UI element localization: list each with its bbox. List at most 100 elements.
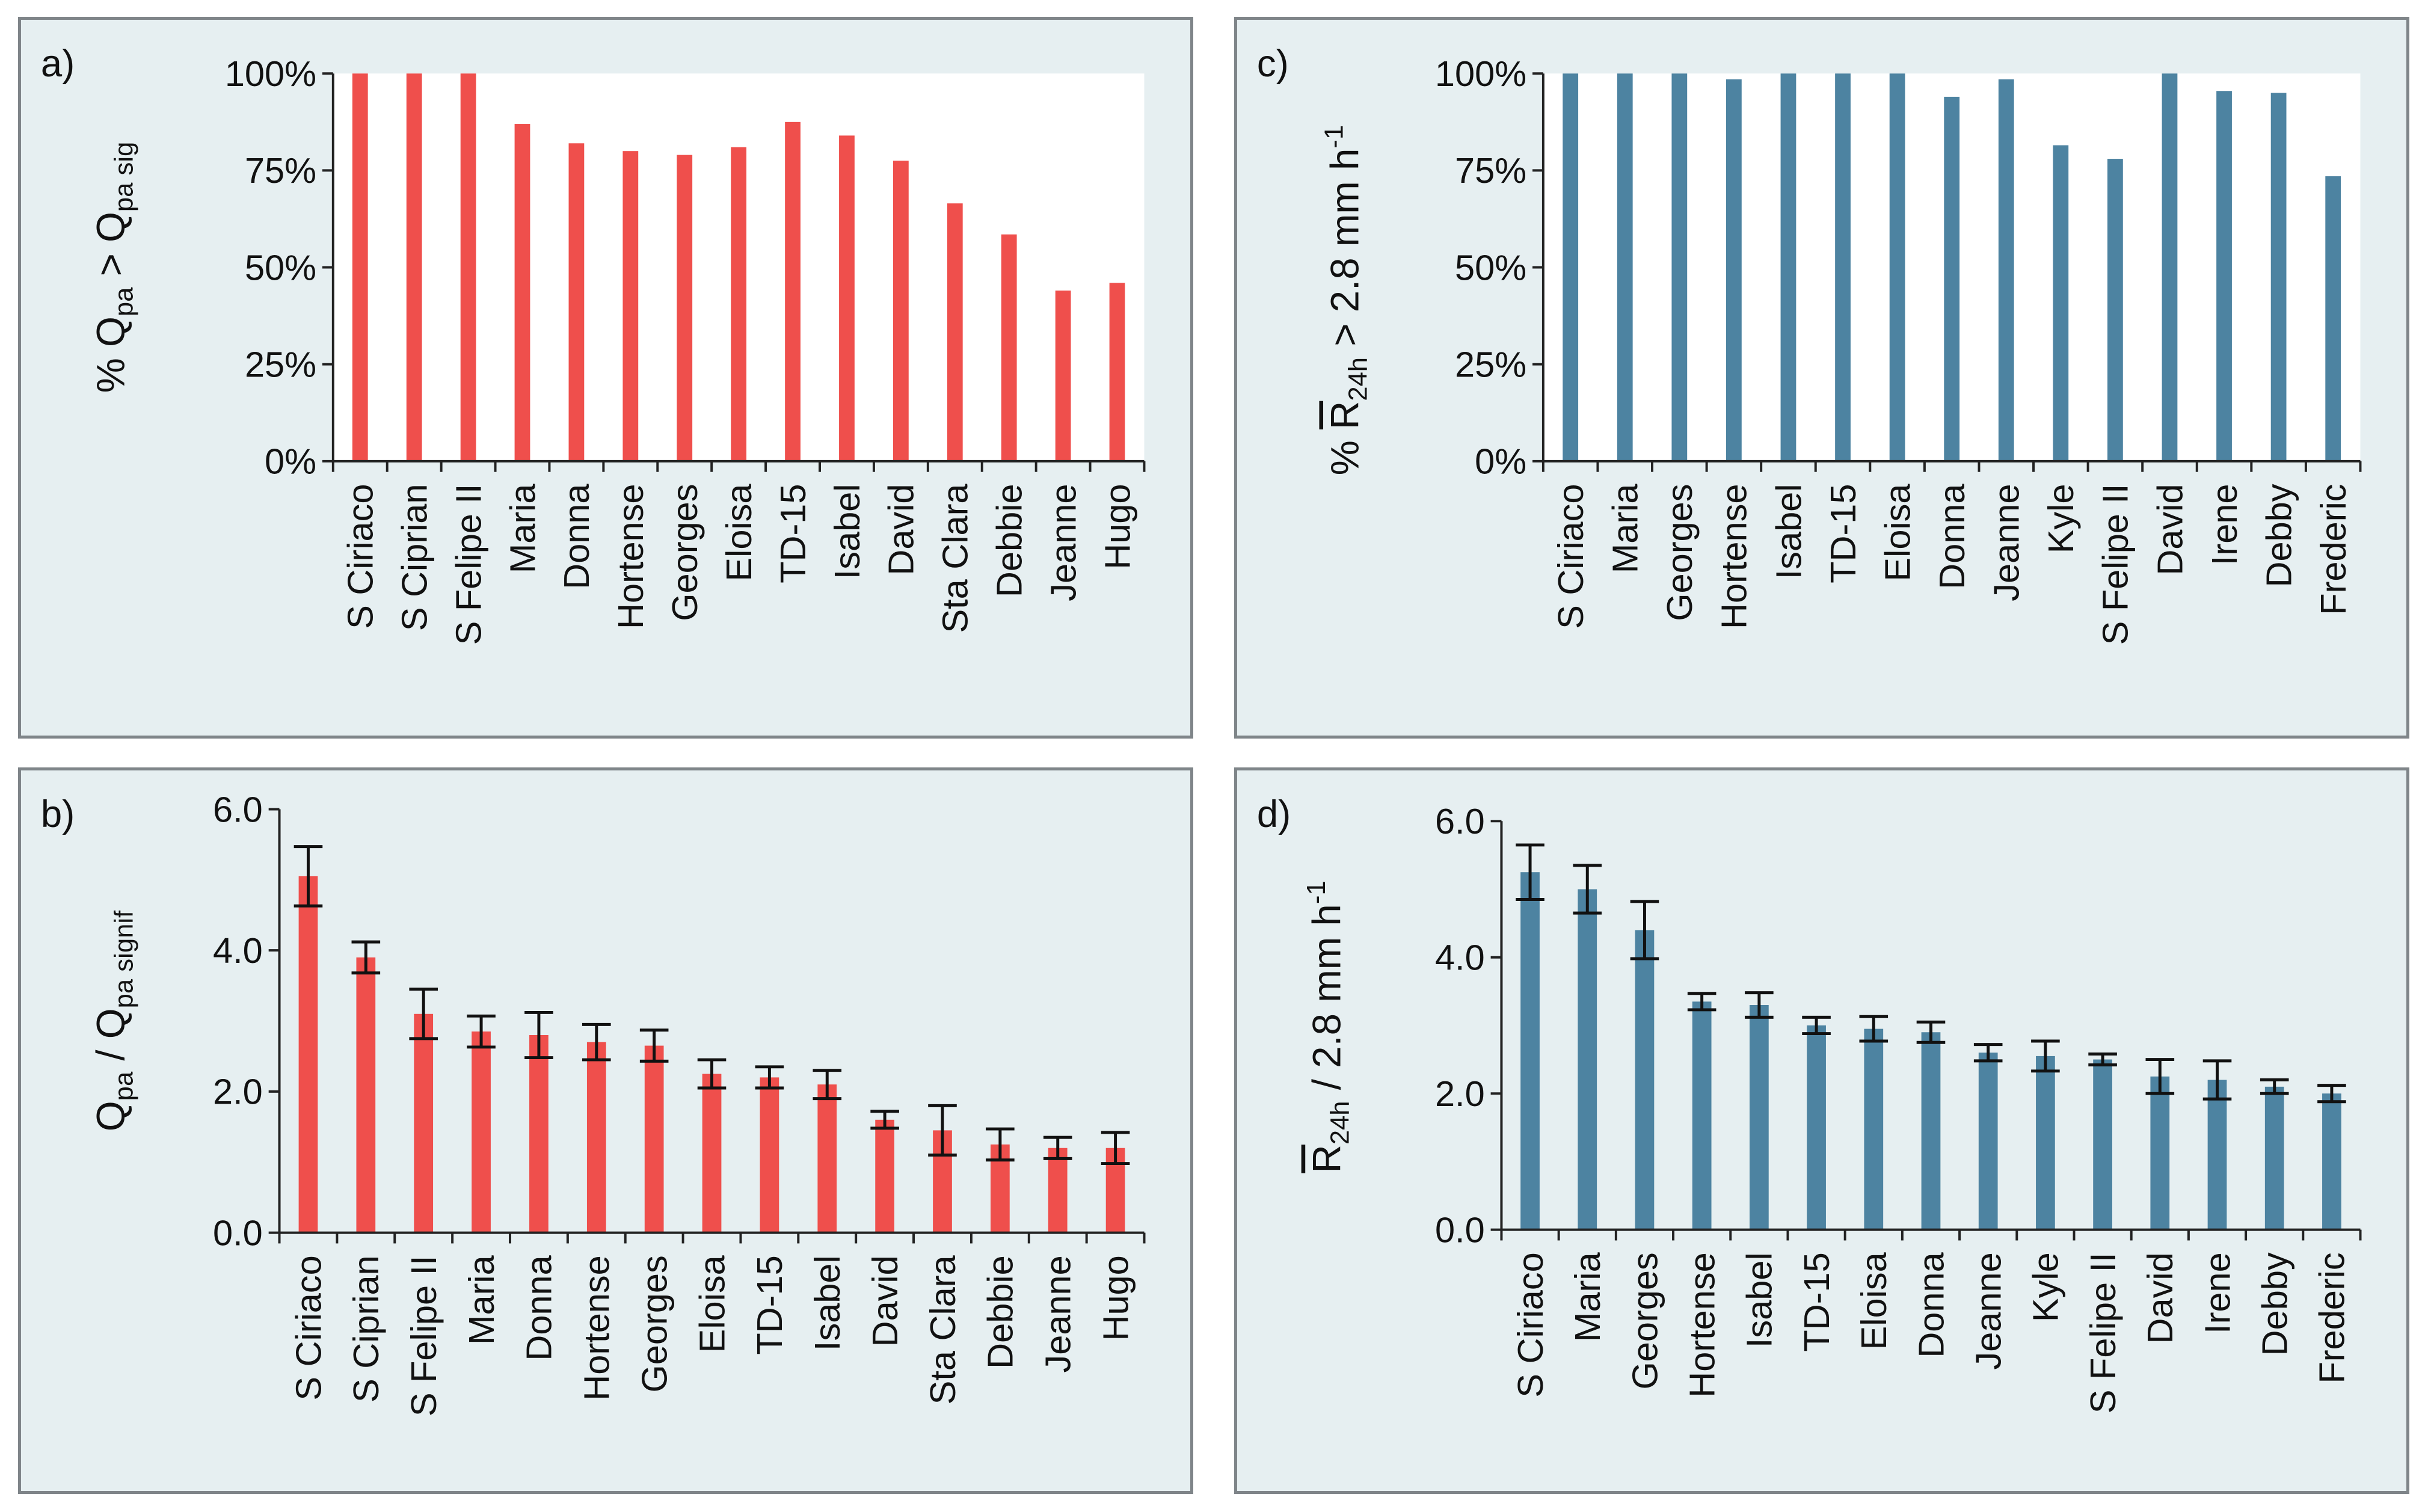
bar-a-3: [514, 124, 530, 461]
error-bar-d-5: [1802, 1015, 1831, 1036]
y-title-part-d-3: -1: [1302, 880, 1331, 904]
y-title-part-a-2: > Q: [89, 212, 133, 287]
category-label-d-3: Hortense: [1682, 1252, 1722, 1397]
bar-c-12: [2216, 91, 2232, 461]
category-label-d-8: Jeanne: [1969, 1252, 2009, 1369]
error-bar-b-11: [928, 1104, 957, 1157]
category-label-d-1: Maria: [1567, 1252, 1608, 1342]
bar-d-14: [2322, 1093, 2341, 1230]
category-label-d-10: S Felipe II: [2083, 1252, 2123, 1413]
y-tick-label-c-1: 25%: [1455, 345, 1526, 385]
y-tick-label-d-1: 2.0: [1435, 1074, 1485, 1114]
y-tick-label-c-4: 100%: [1435, 54, 1526, 94]
category-label-d-5: TD-15: [1796, 1252, 1837, 1351]
error-bar-b-2: [409, 988, 438, 1040]
bar-a-12: [1001, 234, 1017, 461]
error-bar-d-0: [1516, 843, 1544, 901]
category-label-b-14: Hugo: [1095, 1255, 1136, 1341]
y-tick-label-a-0: 0%: [265, 441, 316, 482]
bar-a-9: [839, 135, 855, 461]
category-label-d-9: Kyle: [2026, 1252, 2066, 1322]
y-axis-title-b: Qpa / Qpa signif: [89, 910, 139, 1131]
bar-d-3: [1692, 1001, 1712, 1230]
bar-c-7: [1944, 96, 1960, 461]
bar-b-7: [702, 1074, 722, 1233]
category-label-b-1: S Ciprian: [346, 1255, 386, 1403]
category-label-d-14: Frederic: [2312, 1252, 2352, 1383]
bar-c-4: [1780, 73, 1796, 461]
bar-d-2: [1635, 930, 1655, 1230]
bar-b-10: [875, 1119, 894, 1233]
y-title-part-c-2: 24h: [1344, 357, 1372, 401]
panel-d-r24h-ratio: d) 0.0 2.0 4.0 6.0 S Ciriaco Maria Georges Horte…: [1234, 767, 2409, 1494]
y-tick-label-b-0: 0.0: [213, 1212, 263, 1253]
y-title-part-b-2: / Q: [89, 1008, 133, 1071]
error-bar-d-3: [1687, 992, 1717, 1012]
y-title-part-b-0: Q: [89, 1101, 133, 1131]
category-label-c-8: Jeanne: [1987, 484, 2027, 601]
category-label-b-0: S Ciriaco: [288, 1255, 328, 1400]
error-bar-b-8: [755, 1065, 784, 1090]
category-label-c-9: Kyle: [2041, 484, 2081, 554]
category-label-d-12: Irene: [2197, 1252, 2237, 1334]
error-bar-d-1: [1573, 864, 1602, 915]
y-tick-label-a-2: 50%: [245, 247, 316, 287]
bar-c-11: [2162, 73, 2178, 461]
category-label-a-3: Maria: [502, 484, 542, 574]
error-bar-d-14: [2317, 1084, 2346, 1104]
bar-c-1: [1617, 73, 1633, 461]
category-label-c-7: Donna: [1932, 484, 1972, 589]
y-title-part-d-2: / 2.8 mm h: [1305, 904, 1349, 1101]
category-label-a-6: Georges: [665, 484, 705, 621]
bar-d-9: [2036, 1056, 2055, 1230]
category-label-a-11: Sta Clara: [935, 484, 976, 633]
y-tick-label-c-0: 0%: [1475, 441, 1526, 482]
y-tick-label-c-2: 50%: [1455, 247, 1526, 287]
category-label-a-4: Donna: [556, 484, 597, 589]
y-tick-label-b-2: 4.0: [213, 930, 263, 971]
category-label-b-12: Debbie: [980, 1255, 1021, 1369]
bar-b-9: [817, 1084, 837, 1233]
category-label-c-5: TD-15: [1823, 484, 1863, 583]
error-bar-b-10: [870, 1110, 899, 1130]
category-label-c-0: S Ciriaco: [1551, 484, 1591, 629]
bar-d-13: [2264, 1086, 2284, 1230]
category-label-b-4: Donna: [519, 1255, 559, 1360]
category-label-d-4: Isabel: [1739, 1252, 1780, 1348]
y-title-part-d-1: 24h: [1326, 1101, 1355, 1145]
bar-a-5: [622, 151, 639, 461]
bar-b-0: [298, 876, 318, 1233]
category-label-c-10: S Felipe II: [2095, 484, 2136, 645]
y-tick-label-d-3: 6.0: [1435, 801, 1485, 841]
bar-b-13: [1048, 1148, 1068, 1233]
category-label-a-12: Debbie: [989, 484, 1030, 598]
bar-c-5: [1835, 73, 1851, 461]
error-bar-b-3: [467, 1014, 496, 1049]
y-title-part-d-0: R: [1305, 1145, 1349, 1173]
category-label-c-11: David: [2150, 484, 2190, 576]
category-label-b-3: Maria: [461, 1255, 502, 1345]
y-title-part-b-3: pa signif: [110, 910, 139, 1008]
y-title-part-c-4: -1: [1320, 125, 1349, 149]
category-label-a-0: S Ciriaco: [340, 484, 381, 629]
category-label-b-8: TD-15: [749, 1255, 790, 1354]
error-bar-b-14: [1101, 1131, 1130, 1166]
category-label-a-1: S Ciprian: [394, 484, 434, 632]
panel-label-d: d): [1257, 793, 1291, 835]
y-axis-title-a: % Qpa > Qpa sig: [89, 142, 139, 393]
category-label-b-5: Hortense: [577, 1255, 617, 1400]
error-bar-d-2: [1630, 900, 1659, 960]
y-axis-title-d: R24h / 2.8 mm h-1: [1302, 880, 1355, 1173]
error-bar-d-13: [2260, 1078, 2289, 1095]
category-label-a-7: Eloisa: [719, 484, 759, 582]
error-bar-d-8: [1973, 1043, 2003, 1063]
category-label-a-5: Hortense: [610, 484, 651, 629]
y-tick-label-a-4: 100%: [225, 54, 316, 94]
bar-a-10: [893, 161, 909, 461]
bar-c-3: [1726, 79, 1742, 461]
bar-a-4: [568, 143, 585, 461]
y-tick-label-d-2: 4.0: [1435, 938, 1485, 978]
error-bar-b-6: [639, 1028, 669, 1063]
bar-d-5: [1807, 1025, 1826, 1230]
panel-b-qpa-ratio: b) 0.0 2.0 4.0 6.0 S Ciriaco S Ciprian S Felipe…: [18, 767, 1193, 1494]
